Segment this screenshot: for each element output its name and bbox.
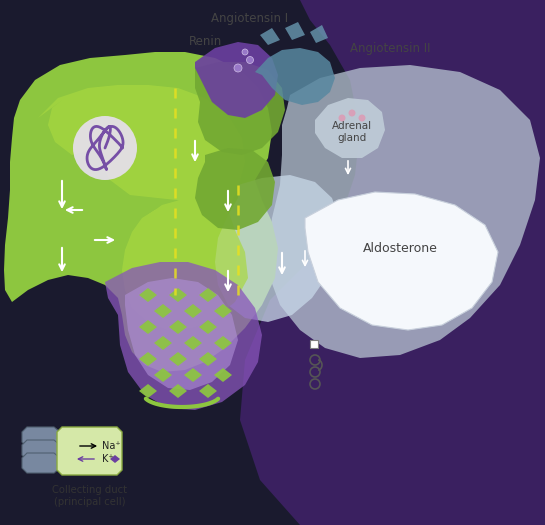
- Polygon shape: [154, 336, 172, 350]
- Polygon shape: [22, 427, 60, 447]
- FancyBboxPatch shape: [310, 340, 318, 348]
- Polygon shape: [214, 304, 232, 318]
- Polygon shape: [57, 427, 122, 475]
- Polygon shape: [110, 455, 120, 463]
- Text: Collecting duct
(principal cell): Collecting duct (principal cell): [52, 485, 128, 507]
- Polygon shape: [195, 148, 275, 230]
- Polygon shape: [195, 62, 285, 155]
- Polygon shape: [38, 85, 248, 330]
- Circle shape: [348, 110, 355, 117]
- Polygon shape: [139, 352, 157, 366]
- Polygon shape: [154, 368, 172, 382]
- Polygon shape: [184, 336, 202, 350]
- Polygon shape: [22, 440, 60, 460]
- Polygon shape: [199, 352, 217, 366]
- Polygon shape: [125, 278, 238, 390]
- Polygon shape: [169, 352, 187, 366]
- Polygon shape: [240, 0, 545, 525]
- Polygon shape: [139, 288, 157, 302]
- Text: Na⁺: Na⁺: [102, 441, 120, 451]
- Circle shape: [242, 49, 248, 55]
- Polygon shape: [184, 304, 202, 318]
- Text: Renin: Renin: [189, 35, 222, 48]
- Polygon shape: [310, 25, 328, 43]
- Polygon shape: [4, 52, 278, 372]
- Polygon shape: [195, 42, 278, 118]
- Circle shape: [234, 64, 242, 72]
- Polygon shape: [169, 320, 187, 334]
- Polygon shape: [255, 48, 335, 105]
- Polygon shape: [260, 28, 280, 45]
- Text: Angiotensin II: Angiotensin II: [350, 42, 431, 55]
- Polygon shape: [184, 368, 202, 382]
- Circle shape: [338, 114, 346, 121]
- Polygon shape: [199, 320, 217, 334]
- Polygon shape: [268, 65, 540, 358]
- Polygon shape: [139, 384, 157, 398]
- Polygon shape: [199, 384, 217, 398]
- Polygon shape: [105, 262, 262, 410]
- Text: Angiotensin I: Angiotensin I: [211, 12, 288, 25]
- Polygon shape: [305, 192, 498, 330]
- Polygon shape: [154, 304, 172, 318]
- Polygon shape: [315, 98, 385, 158]
- Polygon shape: [214, 336, 232, 350]
- Circle shape: [73, 116, 137, 180]
- Polygon shape: [214, 368, 232, 382]
- Text: Aldosterone: Aldosterone: [362, 242, 438, 255]
- Polygon shape: [215, 175, 340, 322]
- Polygon shape: [169, 384, 187, 398]
- Polygon shape: [169, 288, 187, 302]
- Circle shape: [246, 57, 253, 64]
- Polygon shape: [199, 288, 217, 302]
- Text: Adrenal
gland: Adrenal gland: [332, 121, 372, 143]
- Circle shape: [359, 114, 366, 121]
- Polygon shape: [285, 22, 305, 40]
- Polygon shape: [139, 320, 157, 334]
- Text: K⁺: K⁺: [102, 454, 113, 464]
- Polygon shape: [22, 453, 60, 473]
